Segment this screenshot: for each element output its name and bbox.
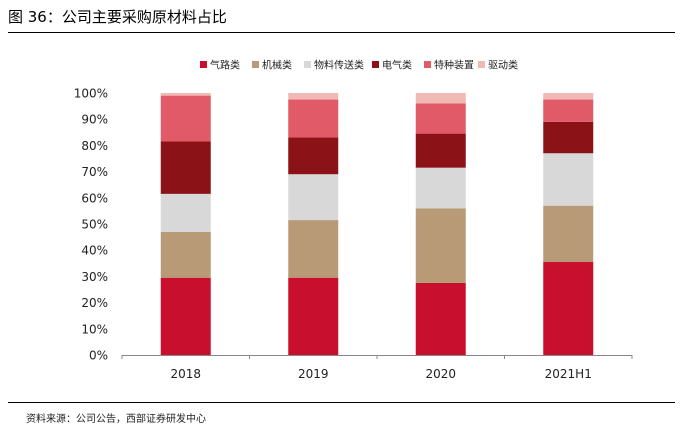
bar-segment (288, 137, 339, 175)
y-tick-label: 60% (81, 191, 108, 205)
bar-segment (160, 141, 211, 194)
legend-swatch (252, 61, 259, 68)
bar-segment (543, 153, 594, 206)
x-tick-label: 2021H1 (545, 367, 592, 381)
legend-label: 机械类 (262, 59, 292, 72)
legend-swatch (372, 61, 379, 68)
x-tick-label: 2020 (425, 367, 456, 381)
bar-segment (288, 277, 339, 355)
bar-segment (543, 93, 594, 100)
legend-label: 电气类 (382, 59, 412, 72)
figure-title: 图 36：公司主要采购原材料占比 (8, 8, 227, 26)
legend-swatch (200, 61, 207, 68)
legend-label: 特种装置 (434, 59, 474, 72)
bar-segment (415, 208, 466, 283)
source-divider (8, 402, 675, 403)
legend-label: 物料传送类 (314, 59, 364, 72)
bar-segment (288, 174, 339, 221)
y-tick-label: 50% (81, 218, 108, 232)
bar-segment (415, 167, 466, 209)
title-divider (8, 32, 675, 33)
x-tick-label: 2018 (170, 367, 201, 381)
y-tick-label: 90% (81, 113, 108, 127)
legend-label: 驱动类 (488, 59, 518, 72)
y-tick-label: 0% (89, 349, 108, 363)
bar-segment (543, 99, 594, 122)
bar-segment (543, 205, 594, 262)
bar-segment (415, 133, 466, 168)
source-note: 资料来源：公司公告，西部证券研发中心 (26, 414, 206, 425)
bar-segment (543, 121, 594, 154)
bar-segment (415, 93, 466, 104)
bar-segment (288, 99, 339, 138)
y-tick-label: 100% (74, 87, 108, 101)
bar-segment (543, 261, 594, 355)
bar-segment (288, 220, 339, 278)
y-tick-label: 40% (81, 244, 108, 258)
bar-segment (415, 103, 466, 134)
y-tick-label: 30% (81, 270, 108, 284)
y-tick-label: 70% (81, 165, 108, 179)
y-tick-label: 10% (81, 322, 108, 336)
bar-segment (160, 277, 211, 355)
y-tick-label: 80% (81, 139, 108, 153)
x-tick-label: 2019 (298, 367, 329, 381)
bar-segment (160, 193, 211, 232)
bar-segment (288, 93, 339, 100)
bar-segment (160, 95, 211, 142)
legend-swatch (478, 61, 485, 68)
legend-label: 气路类 (210, 59, 240, 72)
bar-segment (415, 282, 466, 355)
bar-segment (160, 231, 211, 278)
legend-swatch (304, 61, 311, 68)
y-tick-label: 20% (81, 296, 108, 310)
bar-segment (160, 93, 211, 96)
legend-swatch (424, 61, 431, 68)
